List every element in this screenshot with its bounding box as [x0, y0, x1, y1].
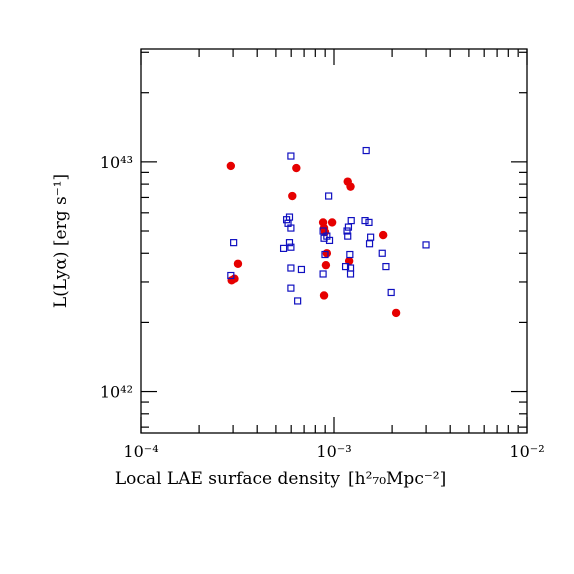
- data-point-square: [285, 239, 294, 247]
- data-point-circle: [346, 182, 355, 191]
- data-point-square: [361, 216, 369, 225]
- data-point-square: [347, 216, 355, 225]
- data-point-circle: [288, 191, 297, 201]
- data-point-square: [287, 152, 295, 160]
- axis-ticks: [140, 49, 528, 433]
- y-tick-label: 10⁴³: [100, 153, 133, 172]
- x-tick-label: 10⁻⁴: [123, 442, 158, 461]
- data-point-square: [227, 271, 235, 280]
- x-axis-unit: [h²₇₀Mpc⁻²]: [348, 469, 446, 489]
- data-point-square: [422, 241, 430, 249]
- data-point-square: [287, 224, 295, 232]
- y-axis-label: L(Lyα) [erg s⁻¹]: [51, 174, 71, 308]
- data-point-circle: [230, 274, 239, 283]
- data-point-square: [382, 262, 390, 271]
- data-point-circle: [319, 291, 329, 300]
- data-point-circle: [292, 163, 301, 173]
- data-point-circle: [233, 259, 243, 268]
- data-point-circle: [321, 260, 331, 270]
- data-point-circle: [322, 249, 332, 258]
- data-point-square: [294, 297, 302, 305]
- x-axis-label: Local LAE surface density: [115, 469, 340, 489]
- data-point-square: [365, 240, 374, 248]
- data-point-square: [387, 288, 395, 297]
- data-point-square: [346, 264, 355, 272]
- y-tick-label: 10⁴²: [100, 383, 133, 402]
- data-point-square: [344, 232, 352, 240]
- data-point-circle: [226, 161, 236, 171]
- x-tick-label: 10⁻³: [316, 442, 351, 461]
- data-point-square: [319, 270, 327, 278]
- data-point-square: [343, 227, 351, 235]
- data-point-square: [325, 192, 333, 200]
- data-point-circle: [378, 230, 388, 240]
- data-point-square: [325, 236, 334, 245]
- data-point-square: [287, 243, 295, 251]
- data-point-circle: [327, 218, 337, 227]
- data-point-square: [321, 250, 329, 259]
- data-point-square: [362, 146, 370, 155]
- data-point-square: [378, 249, 386, 257]
- x-tick-label: 10⁻²: [509, 442, 544, 461]
- data-point-square: [230, 239, 238, 247]
- data-point-square: [346, 250, 354, 259]
- data-point-square: [367, 233, 375, 241]
- data-point-square: [287, 264, 295, 272]
- data-point-square: [285, 213, 294, 221]
- data-point-circle: [391, 308, 401, 318]
- data-point-square: [319, 227, 327, 235]
- data-point-square: [287, 284, 295, 292]
- data-point-square: [341, 262, 350, 271]
- plot-frame: [140, 48, 528, 434]
- data-point-square: [297, 265, 306, 274]
- data-points: [226, 146, 430, 318]
- axis-tick-labels: 10⁻⁴ 10⁻³ 10⁻² 10⁴² 10⁴³: [100, 153, 545, 461]
- data-point-square: [365, 218, 373, 227]
- data-point-square: [279, 244, 288, 252]
- data-point-square: [346, 270, 355, 278]
